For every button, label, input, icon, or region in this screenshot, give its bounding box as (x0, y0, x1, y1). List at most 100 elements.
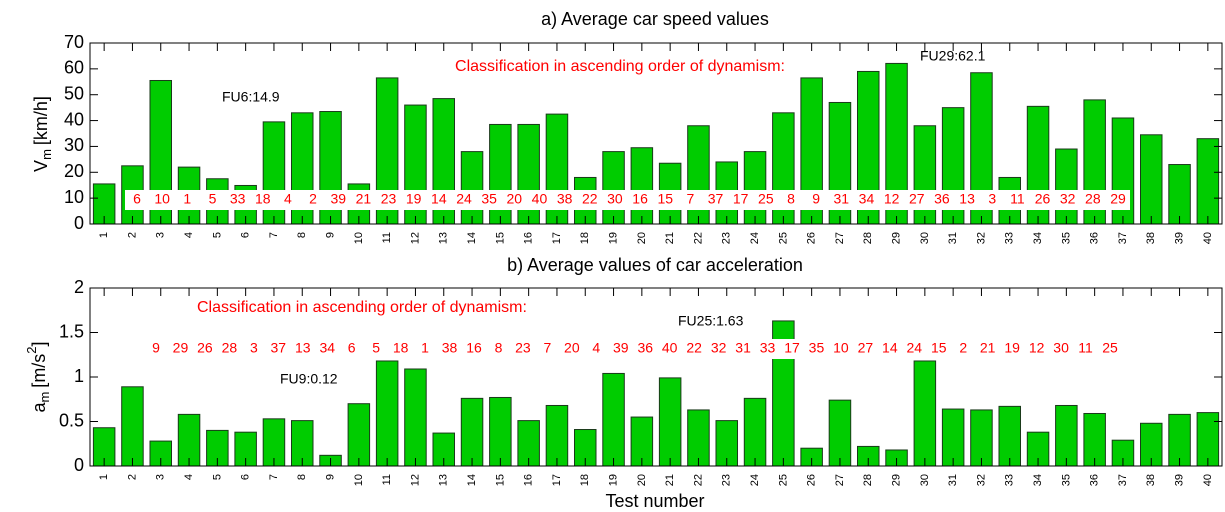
annotation: FU6:14.9 (222, 89, 280, 105)
x-tick-label: 28 (862, 232, 874, 244)
x-tick-label: 32 (975, 474, 987, 486)
ranking-number: 4 (284, 191, 292, 207)
ranking-number: 29 (173, 340, 189, 356)
x-tick-label: 9 (324, 474, 336, 480)
x-tick-label: 24 (749, 474, 761, 486)
ranking-number: 29 (1110, 191, 1126, 207)
x-tick-label: 3 (155, 474, 167, 480)
bar (602, 151, 625, 225)
x-tick-label: 1 (98, 232, 110, 238)
y-tick-label: 0.5 (59, 410, 84, 430)
x-tick-label: 14 (466, 232, 478, 244)
x-tick-label: 6 (240, 474, 252, 480)
x-tick-label: 15 (494, 232, 506, 244)
panel-a-title: a) Average car speed values (541, 9, 769, 29)
bar (489, 396, 512, 467)
x-tick-label: 33 (1004, 232, 1016, 244)
bar (998, 405, 1022, 467)
bar (941, 408, 965, 467)
x-tick-label: 25 (777, 474, 789, 486)
ranking-number: 13 (959, 191, 975, 207)
ranking-number: 37 (271, 340, 287, 356)
ranking-number: 12 (1029, 340, 1045, 356)
x-tick-label: 19 (607, 474, 619, 486)
ranking-number: 30 (607, 191, 623, 207)
x-tick-label: 38 (1145, 474, 1157, 486)
ranking-number: 3 (988, 191, 996, 207)
y-tick-label: 0 (74, 455, 84, 475)
bar (687, 409, 710, 467)
ranking-number: 22 (582, 191, 598, 207)
ranking-number: 25 (758, 191, 774, 207)
ranking-number: 24 (907, 340, 923, 356)
ranking-number: 28 (1085, 191, 1101, 207)
ranking-number: 4 (592, 340, 600, 356)
x-tick-label: 39 (1173, 474, 1185, 486)
ranking-number: 9 (152, 340, 160, 356)
x-tick-label: 38 (1145, 232, 1157, 244)
x-tick-label: 36 (1089, 474, 1101, 486)
bar (1055, 404, 1078, 467)
ranking-number: 21 (356, 191, 372, 207)
x-tick-label: 32 (975, 232, 987, 244)
bar (828, 399, 852, 467)
x-tick-label: 39 (1173, 232, 1185, 244)
x-tick-label: 22 (692, 474, 704, 486)
x-tick-label: 11 (381, 232, 393, 243)
ranking-number: 33 (230, 191, 246, 207)
ranking-number: 40 (662, 340, 678, 356)
y-tick-label: 70 (64, 32, 84, 52)
y-tick-label: 60 (64, 58, 84, 78)
ranking-number: 24 (456, 191, 472, 207)
ylabel-part: V (31, 160, 51, 172)
ranking-number: 22 (686, 340, 702, 356)
ylabel-part: [m/s (29, 354, 49, 388)
x-tick-label: 5 (211, 232, 223, 238)
x-tick-label: 33 (1004, 474, 1016, 486)
x-tick-label: 35 (1060, 232, 1072, 244)
ranking-background (125, 190, 1130, 210)
ylabel-part: ] (29, 341, 49, 346)
ranking-number: 5 (209, 191, 217, 207)
ranking-number: 27 (858, 340, 874, 356)
ranking-number: 32 (1060, 191, 1076, 207)
ranking-number: 30 (1053, 340, 1069, 356)
x-tick-label: 3 (155, 232, 167, 238)
ranking-number: 19 (406, 191, 422, 207)
ranking-number: 34 (859, 191, 875, 207)
x-tick-label: 12 (409, 474, 421, 486)
x-tick-label: 29 (890, 474, 902, 486)
y-tick-label: 1.5 (59, 321, 84, 341)
x-tick-label: 18 (579, 232, 591, 244)
x-tick-label: 31 (947, 232, 959, 244)
ranking-number: 12 (884, 191, 900, 207)
x-tick-label: 12 (409, 232, 421, 244)
x-tick-label: 23 (721, 232, 733, 244)
bar (743, 151, 767, 225)
ranking-number: 37 (708, 191, 724, 207)
ylabel-part: m (39, 149, 54, 160)
ranking-number: 39 (330, 191, 346, 207)
ranking-number: 35 (481, 191, 497, 207)
ranking-number: 10 (154, 191, 170, 207)
x-tick-label: 34 (1032, 232, 1044, 244)
y-tick-label: 10 (64, 187, 84, 207)
bar (1196, 138, 1220, 225)
ranking-number: 9 (812, 191, 820, 207)
x-tick-label: 26 (806, 474, 818, 486)
x-tick-label: 1 (98, 474, 110, 480)
ranking-heading: Classification in ascending order of dyn… (455, 58, 785, 75)
x-tick-label: 21 (664, 232, 676, 244)
y-tick-label: 40 (64, 109, 84, 129)
ranking-number: 23 (381, 191, 397, 207)
ylabel-part: [km/h] (31, 96, 51, 145)
ranking-number: 27 (909, 191, 925, 207)
ranking-number: 3 (250, 340, 258, 356)
panel-b-title: b) Average values of car acceleration (507, 255, 803, 275)
x-tick-label: 14 (466, 474, 478, 486)
bar (460, 397, 484, 467)
x-tick-label: 34 (1032, 474, 1044, 486)
x-tick-label: 21 (664, 474, 676, 486)
ranking-number: 13 (295, 340, 311, 356)
ranking-number: 7 (543, 340, 551, 356)
